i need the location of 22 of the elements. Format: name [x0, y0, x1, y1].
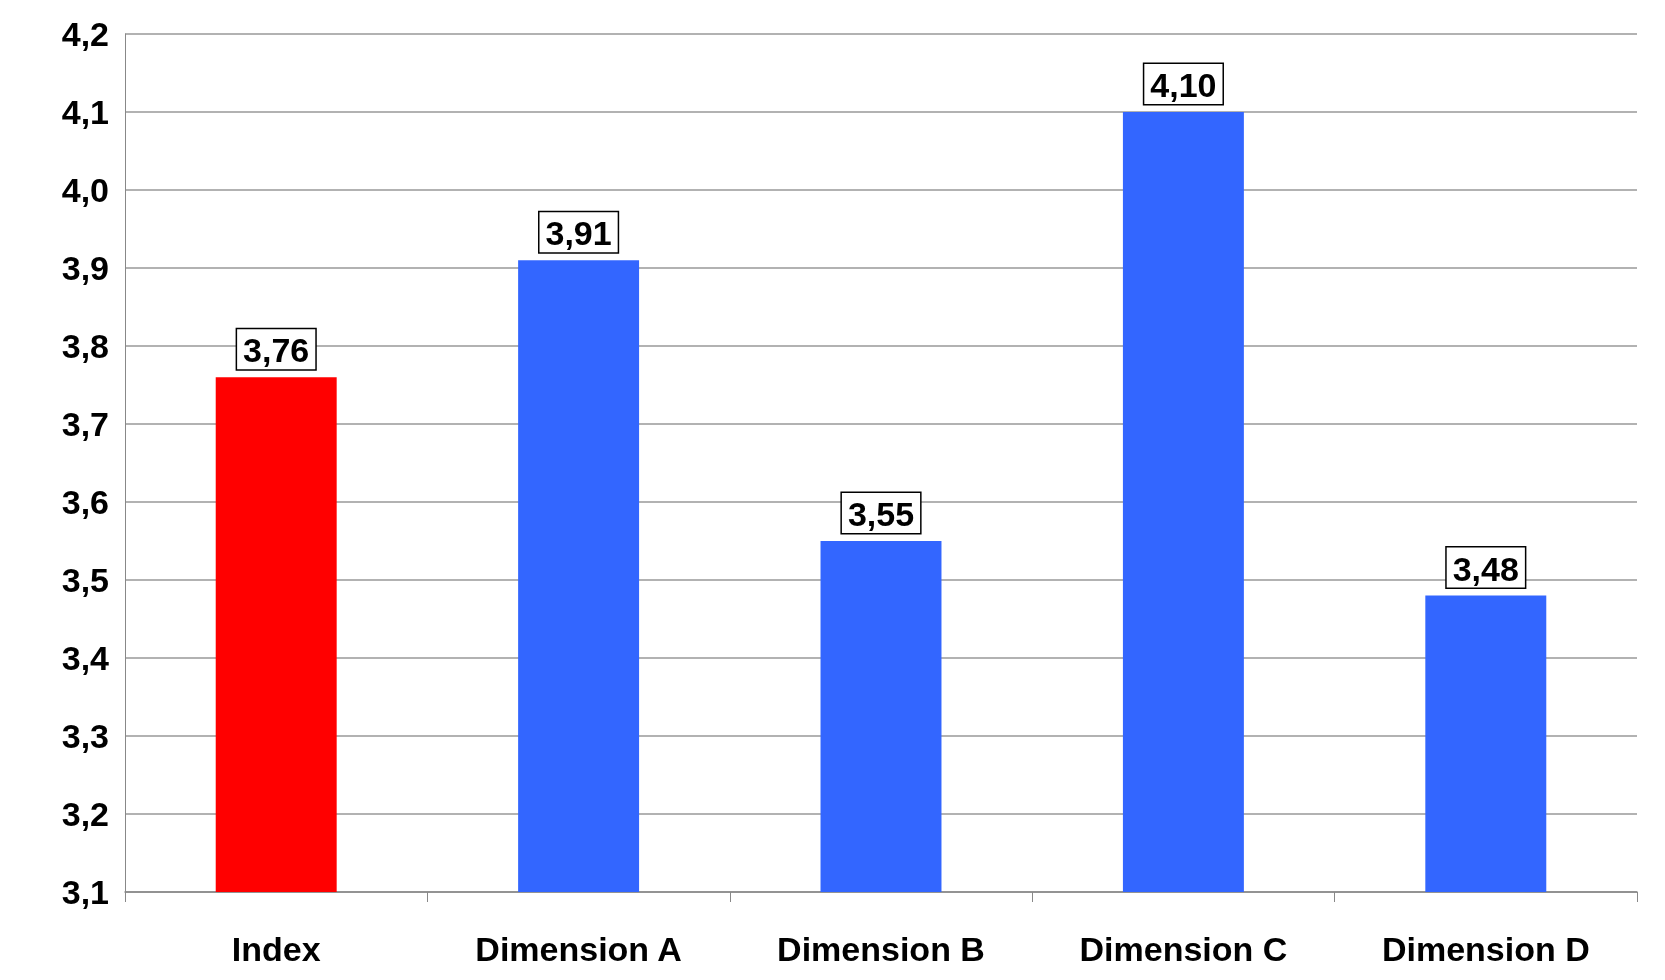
y-tick-label: 4,0	[61, 171, 109, 209]
y-tick-label: 3,3	[61, 717, 109, 755]
y-tick-label: 3,9	[61, 249, 109, 287]
x-tick-label: Dimension C	[1079, 930, 1288, 968]
y-tick-label: 3,4	[61, 639, 110, 677]
y-tick-label: 3,6	[61, 483, 109, 521]
y-tick-label: 4,1	[61, 93, 109, 131]
data-label: 3,76	[243, 331, 310, 370]
data-label: 3,48	[1452, 549, 1519, 588]
y-tick-label: 3,2	[61, 795, 109, 833]
y-tick-label: 3,1	[61, 873, 109, 911]
y-tick-label: 4,2	[61, 15, 109, 53]
y-tick-label: 3,5	[61, 561, 109, 599]
x-tick-label: Dimension D	[1381, 930, 1590, 968]
x-tick-label: Dimension B	[777, 930, 985, 968]
y-tick-label: 3,7	[61, 405, 109, 443]
y-tick-label: 3,8	[61, 327, 109, 365]
data-label: 3,55	[847, 495, 915, 533]
x-tick-label: Dimension A	[475, 930, 682, 968]
data-label: 3,91	[545, 214, 612, 253]
x-tick-label: Index	[231, 930, 321, 968]
data-label: 4,10	[1150, 66, 1217, 104]
